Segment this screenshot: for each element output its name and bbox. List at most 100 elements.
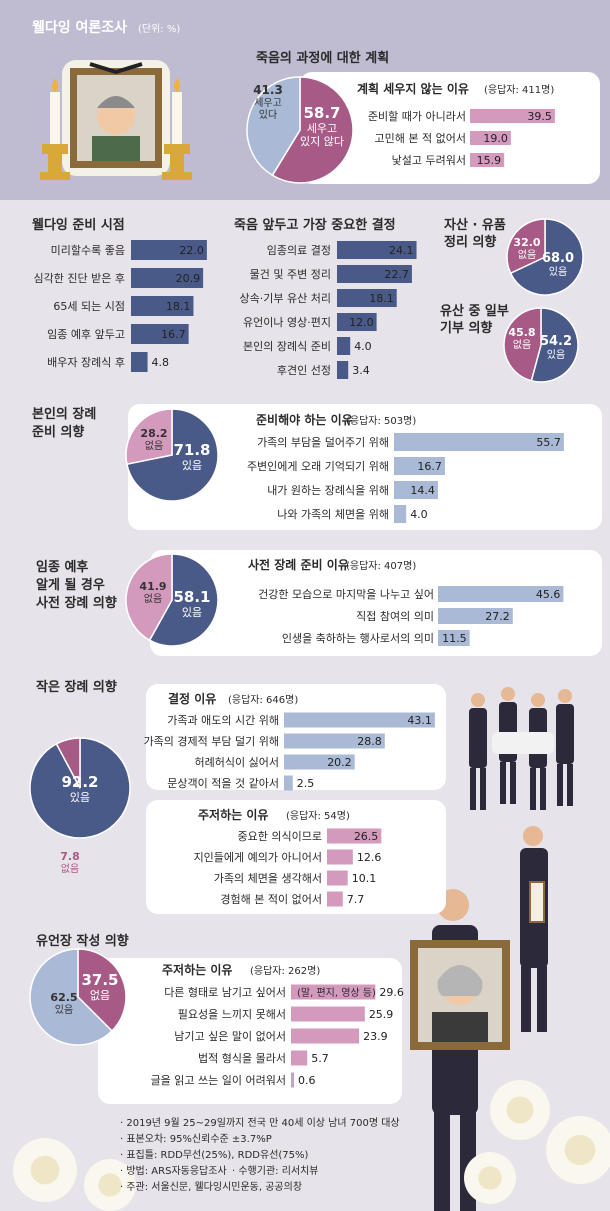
pie-slice [530, 307, 579, 383]
respondent-note: (응답자: 54명) [286, 810, 350, 822]
slice-label-line: 있다 [259, 109, 277, 121]
chrysanthemum-center [564, 1134, 596, 1166]
bar [438, 608, 513, 624]
category-label: 다른 형태로 남기고 싶어서 [164, 986, 286, 999]
bar [470, 109, 555, 123]
slice-value: 28.2 [140, 427, 167, 440]
pie-slice [125, 553, 173, 642]
chart-title-line: 임종 예후 [36, 559, 88, 575]
slice-value: 32.0 [513, 236, 540, 249]
slice-label-line: 있음 [70, 791, 90, 804]
bar [131, 296, 194, 316]
value-label: 4.0 [354, 340, 372, 353]
slice-label: 세우고 있지 않다 [300, 122, 344, 148]
pallbearer-head [558, 689, 572, 703]
chart-title: 사전 장례 준비 이유 [248, 557, 349, 572]
chart-title-line: 사전 장례 의향 [36, 595, 117, 611]
category-label: 글을 읽고 쓰는 일이 어려워서 [151, 1073, 286, 1087]
category-label: 미리할수록 좋음 [51, 244, 125, 257]
bar [337, 241, 417, 259]
value-label: 22.7 [384, 268, 409, 281]
chart-title: 본인의 장례 준비 의향 [32, 406, 96, 440]
bar [327, 849, 353, 865]
value-label: 18.1 [166, 300, 191, 313]
category-label: 65세 되는 시점 [53, 300, 125, 313]
value-label: 15.9 [477, 154, 502, 167]
slice-value: 54.2 [540, 334, 572, 349]
pallbearer-head [471, 693, 485, 707]
chart-title: 유언장 작성 의향 [36, 933, 129, 949]
category-label: 가족의 부담을 덜어주기 위해 [257, 435, 389, 449]
category-label: 주변인에게 오래 기억되기 위해 [247, 459, 389, 473]
category-label: 후견인 선정 [277, 364, 331, 377]
slice-label-line: 없음 [144, 592, 162, 605]
slice-value: 37.5 [81, 971, 118, 989]
category-label: 필요성을 느끼지 못해서 [178, 1007, 286, 1021]
chart-title-line: 정리 의향 [444, 234, 496, 250]
chart-title-line: 유산 중 일부 [440, 303, 509, 319]
category-label: 허례허식이 싫어서 [195, 756, 279, 769]
slice-label: 있음 [182, 459, 202, 472]
value-label: 28.8 [357, 735, 382, 748]
mourning-ribbon [89, 62, 143, 75]
slice-value: 45.8 [508, 326, 535, 339]
chart-title: 죽음 앞두고 가장 중요한 결정 [234, 217, 396, 233]
slice-value: 58.7 [303, 104, 340, 122]
slice-label-line: 세우고 [254, 97, 282, 109]
category-label: 지인들에게 예의가 아니어서 [194, 851, 322, 864]
bar [470, 153, 505, 167]
chrysanthemum-center [98, 1173, 122, 1197]
chart-title: 유산 중 일부 기부 의향 [440, 303, 509, 336]
mourner-head [523, 826, 543, 846]
bar [470, 131, 511, 145]
footnote: · 2019년 9월 25~29일까지 전국 만 40세 이상 남녀 700명 … [120, 1117, 400, 1129]
pie-slice [506, 218, 546, 275]
value-label: 12.6 [357, 851, 382, 864]
portrait-hair-large [437, 965, 483, 996]
bar [284, 712, 435, 728]
slice-label-line: 있음 [55, 1004, 73, 1016]
slice-label-line: 없음 [90, 989, 110, 1002]
candle-holder [164, 144, 190, 154]
pie-slice [125, 408, 173, 466]
slice-label: 있음 [549, 266, 567, 278]
chrysanthemum-center [478, 1166, 502, 1190]
pallbearer-body [469, 708, 487, 768]
slice-label-line: 있음 [547, 349, 565, 361]
bar [394, 505, 407, 523]
value-label: 14.4 [410, 484, 435, 497]
mourner-leg [537, 966, 547, 1032]
value-label: 12.0 [349, 316, 374, 329]
pie-slice [246, 76, 301, 177]
pie-slice [271, 76, 354, 184]
footnote: · 표집틀: RDD무선(25%), RDD유선(75%) [120, 1149, 309, 1161]
slice-label: 있음 [70, 791, 90, 804]
slice-label: 없음 [518, 248, 536, 261]
chart-title: 작은 장례 의향 [36, 679, 117, 695]
category-label: 내가 원하는 장례식을 위해 [267, 483, 389, 497]
bar [291, 984, 376, 1000]
pallbearer-leg [470, 768, 476, 810]
chart-title: 주저하는 이유 [162, 962, 232, 977]
chart-title: 자산 · 유품 정리 의향 [444, 217, 506, 250]
value-label: 5.7 [311, 1052, 329, 1065]
candle-flame [52, 78, 58, 92]
value-label: 24.1 [389, 244, 414, 257]
pie-slice [148, 553, 219, 647]
slice-value: 92.2 [61, 773, 98, 791]
memorial-tablet [529, 881, 545, 923]
pie-slice [29, 948, 114, 1046]
bar-annotation: (말, 편지, 영상 등) [297, 987, 376, 999]
category-label: 경험해 본 적이 없어서 [220, 892, 322, 906]
respondent-note: (응답자: 407명) [346, 560, 416, 572]
slice-label: 없음 [61, 862, 79, 875]
footnote: · 표본오차: 95%신뢰수준 ±3.7%P [120, 1133, 272, 1145]
category-label: 임종의료 결정 [267, 244, 331, 257]
chart-title: 결정 이유 [168, 691, 216, 706]
chart-title: 죽음의 과정에 대한 계획 [256, 50, 389, 66]
pallbearer-leg [500, 762, 506, 804]
candle [172, 92, 182, 144]
bar [327, 870, 348, 886]
